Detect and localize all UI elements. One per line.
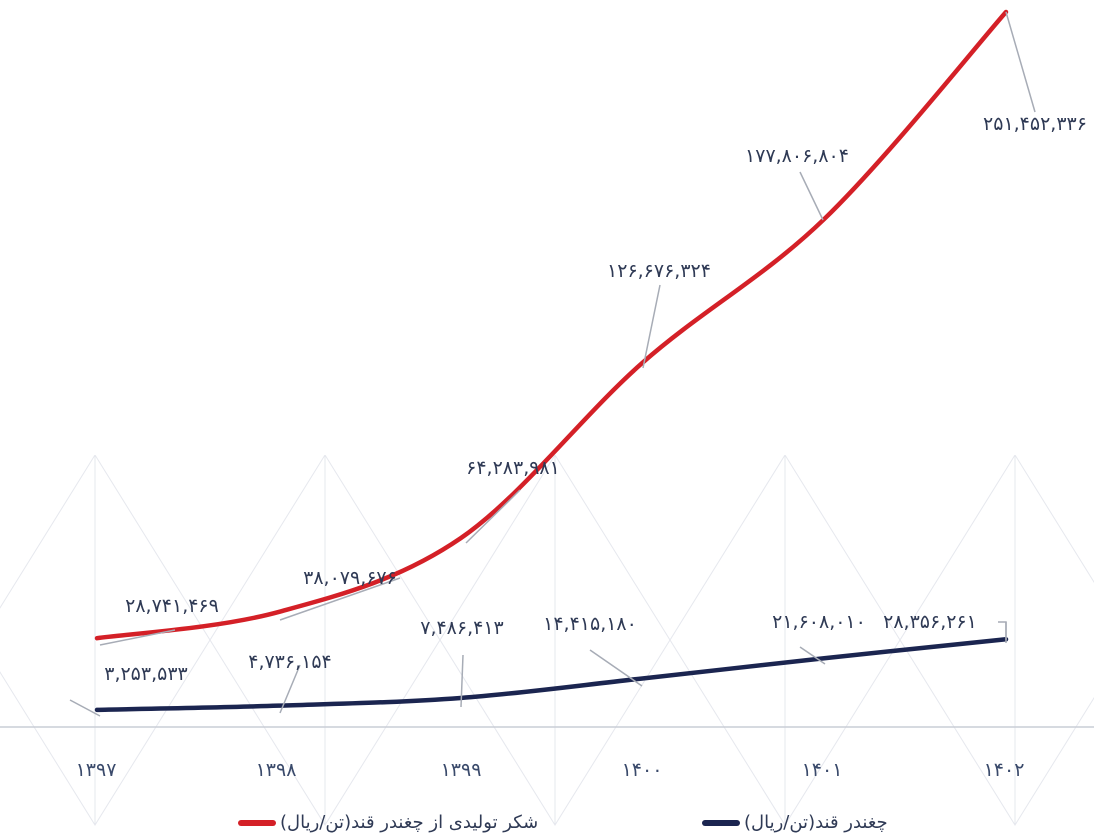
data-label: ۷,۴۸۶,۴۱۳ [420,617,504,639]
data-label: ۲۵۱,۴۵۲,۳۳۶ [983,113,1087,135]
data-label: ۲۸,۳۵۶,۲۶۱ [883,611,977,633]
x-tick-label: ۱۳۹۸ [256,759,297,781]
data-label: ۲۱,۶۰۸,۰۱۰ [772,611,866,633]
legend-label-beet: چغندر قند(تن/ریال) [744,812,888,833]
x-tick-label: ۱۴۰۲ [984,759,1025,781]
chart-plot-area: ۱۳۹۷ ۱۳۹۸ ۱۳۹۹ ۱۴۰۰ ۱۴۰۱ ۱۴۰۲ ۲۸,۷۴۱,۴۶۹ ۳۸,۰۷۹… [69,9,1087,781]
data-label-leader [1005,11,1036,113]
data-label-leader [589,649,643,687]
data-label: ۲۸,۷۴۱,۴۶۹ [125,595,219,617]
legend-swatch-sugar [238,820,276,826]
chart-legend: شکر تولیدی از چغندر قند(تن/ریال) چغندر ق… [0,812,1094,834]
data-label-leader [69,699,101,717]
legend-item-beet: چغندر قند(تن/ریال) [702,812,888,834]
background-pattern [0,455,1094,826]
series-line-beet [94,637,1009,713]
legend-swatch-beet [702,820,740,826]
data-label-leader [460,654,464,708]
data-label: ۶۴,۲۸۳,۹۸۱ [466,457,560,479]
data-label: ۳۸,۰۷۹,۶۷۶ [303,567,397,589]
data-label-leader [465,489,521,544]
data-label-leader [279,577,401,621]
x-tick-label: ۱۳۹۹ [441,759,482,781]
data-label: ۳,۲۵۳,۵۳۳ [104,663,188,685]
data-label-leader [99,629,176,646]
series-line-sugar [94,9,1009,641]
legend-item-sugar: شکر تولیدی از چغندر قند(تن/ریال) [238,812,538,834]
data-label: ۴,۷۳۶,۱۵۴ [248,651,332,673]
data-label-leader [799,646,826,665]
data-label-leader [642,284,661,369]
data-label-leader [799,171,824,221]
data-label: ۱۷۷,۸۰۶,۸۰۴ [745,145,849,167]
x-tick-label: ۱۳۹۷ [76,759,117,781]
data-label: ۱۲۶,۶۷۶,۳۲۴ [607,260,711,282]
x-tick-label: ۱۴۰۱ [802,759,843,781]
data-label: ۱۴,۴۱۵,۱۸۰ [543,613,637,635]
legend-label-sugar: شکر تولیدی از چغندر قند(تن/ریال) [280,812,539,833]
data-label-leader [279,664,301,714]
data-label-bracket [998,621,1007,640]
x-tick-label: ۱۴۰۰ [622,759,663,781]
